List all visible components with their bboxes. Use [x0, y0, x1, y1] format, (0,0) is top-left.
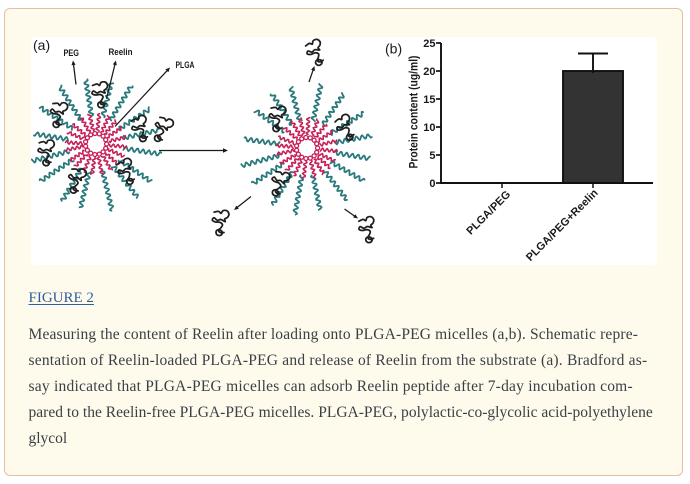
- svg-text:(a): (a): [33, 37, 50, 53]
- svg-text:PLGA/PEG+Reelin: PLGA/PEG+Reelin: [524, 187, 601, 264]
- svg-text:15: 15: [423, 94, 435, 106]
- svg-text:Protein content (ug/ml): Protein content (ug/ml): [407, 55, 421, 168]
- svg-text:PLGA/PEG: PLGA/PEG: [464, 189, 513, 238]
- svg-text:25: 25: [423, 38, 435, 50]
- svg-text:PLGA: PLGA: [176, 60, 195, 71]
- svg-text:10: 10: [423, 122, 435, 134]
- svg-text:(b): (b): [385, 41, 402, 57]
- svg-text:5: 5: [429, 150, 435, 162]
- svg-text:20: 20: [423, 66, 435, 78]
- svg-text:PEG: PEG: [64, 48, 80, 59]
- svg-text:0: 0: [429, 178, 435, 190]
- svg-text:Reelin: Reelin: [109, 47, 133, 58]
